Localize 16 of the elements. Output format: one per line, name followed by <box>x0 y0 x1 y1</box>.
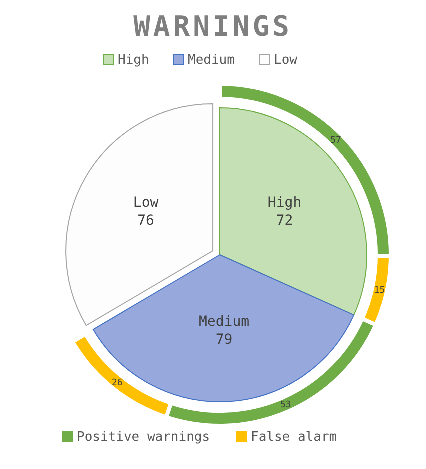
legend-label: Low <box>274 53 298 68</box>
legend-label: Medium <box>188 53 236 68</box>
data-label: 76 <box>138 212 154 229</box>
legend-label: High <box>118 53 150 68</box>
legend-label: Positive warnings <box>77 430 210 445</box>
slice-label: High <box>268 195 302 212</box>
data-label: 57 <box>330 136 342 146</box>
data-label: 15 <box>374 286 386 296</box>
chart-title: WARNINGS <box>134 10 292 43</box>
data-label: 79 <box>216 332 233 348</box>
data-label: 72 <box>276 213 294 230</box>
data-label: 53 <box>280 400 292 411</box>
slice-label: Medium <box>198 314 250 330</box>
data-label: 26 <box>112 378 123 388</box>
slice-label: Low <box>133 194 160 211</box>
legend-label: False alarm <box>251 430 338 445</box>
